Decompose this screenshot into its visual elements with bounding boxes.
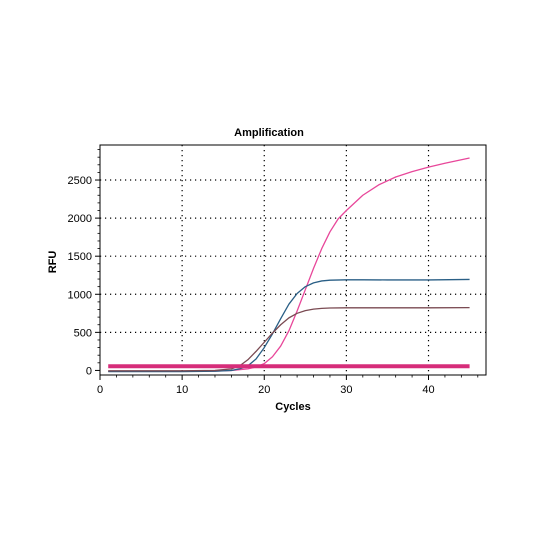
x-tick-label: 10 xyxy=(176,384,188,396)
x-tick-label: 40 xyxy=(422,384,434,396)
series-layer xyxy=(108,157,470,373)
series-line-3 xyxy=(108,306,470,372)
chart-title: Amplification xyxy=(234,127,304,139)
y-tick-label: 1000 xyxy=(68,289,92,301)
y-tick-label: 1500 xyxy=(68,251,92,263)
x-axis-label: Cycles xyxy=(275,401,310,413)
plot-frame xyxy=(99,144,487,376)
x-tick-label: 30 xyxy=(340,384,352,396)
y-tick-label: 2500 xyxy=(68,175,92,187)
y-tick-label: 2000 xyxy=(68,213,92,225)
y-axis-label: RFU xyxy=(47,251,59,274)
y-tick-label: 0 xyxy=(86,365,92,377)
axis-ticks: 0 10 20 30 40 0 500 1000 1500 2000 2500 xyxy=(68,149,479,396)
x-tick-label: 0 xyxy=(97,384,103,396)
y-tick-label: 500 xyxy=(74,327,92,339)
grid-lines xyxy=(100,145,486,375)
x-tick-label: 20 xyxy=(258,384,270,396)
series-line-2 xyxy=(108,278,470,373)
